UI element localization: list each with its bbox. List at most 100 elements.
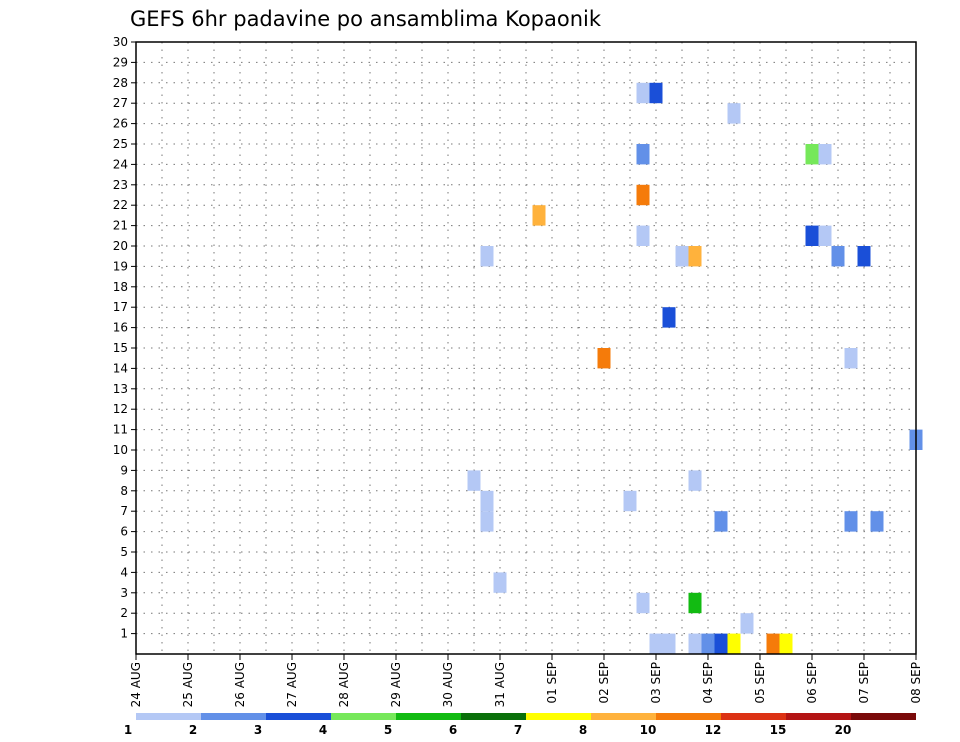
x-tick-label: 24 AUG [129,662,143,707]
x-tick-label: 06 SEP [805,662,819,704]
y-tick-label: 10 [113,443,128,457]
legend-swatch [721,713,786,720]
y-tick-label: 1 [120,627,128,641]
legend-label: 6 [449,723,457,737]
precip-cell [779,633,793,654]
y-tick-label: 15 [113,341,128,355]
y-tick-label: 27 [113,96,128,110]
precip-cell [727,103,741,124]
precip-cell [636,225,650,246]
precip-cell [740,613,754,634]
precip-cell [662,633,676,654]
y-tick-label: 25 [113,137,128,151]
color-legend: 1 2 3 4 5 6 7 8 10 12 15 20 [124,713,916,737]
precip-cell [701,633,715,654]
legend-label: 4 [319,723,327,737]
precip-cell [493,572,507,593]
y-tick-label: 11 [113,423,128,437]
x-tick-label: 07 SEP [857,662,871,704]
precip-cell [532,205,546,226]
y-tick-label: 14 [113,361,128,375]
y-tick-label: 7 [120,504,128,518]
y-tick-label: 23 [113,178,128,192]
precip-cell [636,184,650,206]
y-tick-label: 21 [113,219,128,233]
precip-cell [636,82,650,104]
legend-label: 3 [254,723,262,737]
precip-cell [727,633,741,654]
precip-cell [649,82,663,104]
legend-label: 8 [579,723,587,737]
y-tick-label: 28 [113,76,128,90]
x-tick-label: 08 SEP [909,662,923,704]
y-tick-label: 26 [113,117,128,131]
precip-cell [480,490,494,512]
precip-cell [688,633,702,654]
y-tick-label: 12 [113,402,128,416]
x-tick-label: 29 AUG [389,662,403,707]
y-tick-label: 24 [113,157,128,171]
y-tick-label: 22 [113,198,128,212]
y-tick-label: 29 [113,55,128,69]
y-tick-label: 16 [113,321,128,335]
precip-cell [818,225,832,246]
legend-swatch [201,713,266,720]
legend-swatch [396,713,461,720]
precip-cell [844,348,858,369]
precip-cell [480,246,494,267]
legend-swatch [331,713,396,720]
y-tick-label: 4 [120,565,128,579]
precip-cell [805,144,819,165]
x-tick-label: 26 AUG [233,662,247,707]
precip-cell [480,511,494,532]
legend-label: 10 [640,723,657,737]
x-tick-label: 25 AUG [181,662,195,707]
precip-cell [844,511,858,532]
y-tick-label: 19 [113,259,128,273]
precip-cell [688,592,702,614]
x-tick-label: 27 AUG [285,662,299,707]
legend-label: 20 [835,723,852,737]
y-tick-label: 17 [113,300,128,314]
precip-cell [597,348,611,369]
legend-label: 5 [384,723,392,737]
x-tick-label: 01 SEP [545,662,559,704]
legend-label: 15 [770,723,787,737]
x-tick-label: 31 AUG [493,662,507,707]
legend-label: 1 [124,723,132,737]
precip-cell [623,490,637,512]
x-tick-label: 05 SEP [753,662,767,704]
legend-label: 12 [705,723,722,737]
x-tick-label: 28 AUG [337,662,351,707]
legend-swatch [461,713,526,720]
x-axis-ticks: 24 AUG 25 AUG 26 AUG 27 AUG 28 AUG 29 AUG 30 A… [129,654,923,707]
x-tick-label: 04 SEP [701,662,715,704]
y-tick-label: 18 [113,280,128,294]
x-tick-label: 30 AUG [441,662,455,707]
precip-cell [649,633,663,654]
legend-swatch [656,713,721,720]
y-tick-label: 8 [120,484,128,498]
y-tick-label: 6 [120,525,128,539]
legend-swatch [266,713,331,720]
y-axis-ticks: 1234567891011121314151617181920212223242… [113,35,136,641]
precip-cell [662,307,676,328]
legend-swatch [786,713,851,720]
y-tick-label: 2 [120,606,128,620]
legend-label: 7 [514,723,522,737]
y-tick-label: 13 [113,382,128,396]
precip-cell [857,246,871,267]
y-tick-label: 30 [113,35,128,49]
chart-title: GEFS 6hr padavine po ansamblima Kopaonik [130,7,602,31]
precipitation-cells [467,82,923,654]
x-tick-label: 03 SEP [649,662,663,704]
precip-cell [467,470,481,491]
y-tick-label: 3 [120,586,128,600]
precip-cell [870,511,884,532]
legend-swatch [136,713,201,720]
grid-lines [136,42,916,654]
precip-cell [831,246,845,267]
precip-cell [688,470,702,491]
legend-swatch [591,713,656,720]
